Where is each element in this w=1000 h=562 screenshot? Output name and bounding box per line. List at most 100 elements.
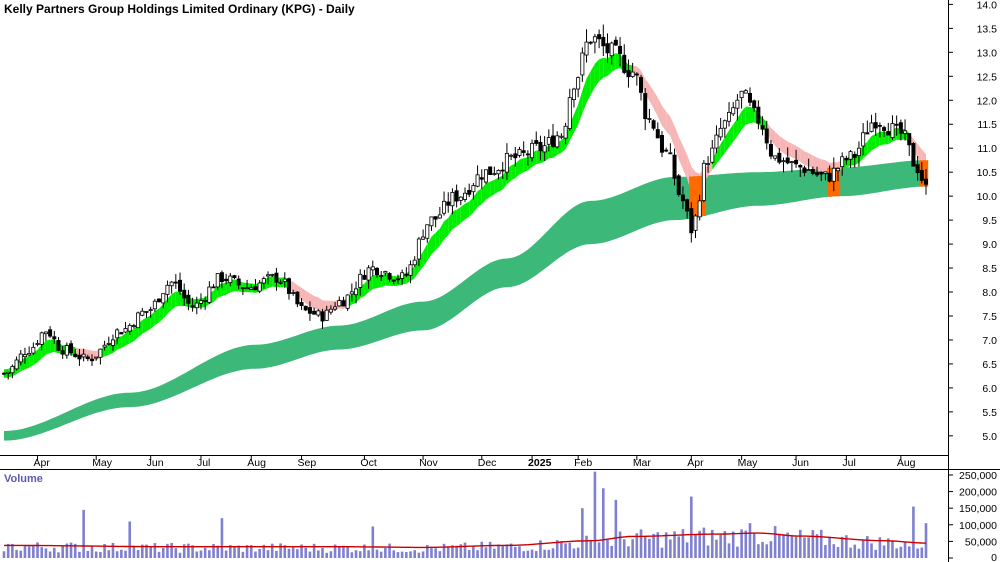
volume-bar [57, 552, 60, 558]
volume-bar [442, 543, 446, 558]
short-ma-band-segment [247, 283, 252, 293]
candle [186, 289, 191, 311]
short-ma-band-segment [423, 243, 428, 267]
volume-bar [832, 544, 836, 558]
month-axis: Apr May Jun Jul Aug Sep Oct Nov Dec 2025 Feb Mar Apr… [34, 455, 916, 469]
short-ma-band-segment [511, 163, 516, 181]
candle [626, 59, 631, 88]
candle [601, 24, 606, 56]
candle [907, 133, 912, 156]
candle [496, 169, 501, 180]
candle [789, 160, 794, 173]
volume-bar [669, 539, 672, 558]
candle [634, 72, 639, 86]
month-label: Mar [633, 457, 652, 469]
volume-bar [924, 523, 928, 558]
candle [140, 307, 145, 317]
short-ma-band-segment [766, 122, 771, 141]
volume-bar [568, 542, 572, 558]
volume-bar [379, 551, 383, 558]
candle [261, 276, 266, 289]
candle [697, 194, 702, 221]
candle [588, 41, 593, 45]
volume-bar [283, 545, 287, 558]
volume-bar [304, 547, 308, 558]
candle [835, 167, 840, 182]
volume-bar [631, 539, 634, 558]
candle [865, 120, 870, 135]
volume-bar [874, 549, 878, 558]
candle [232, 274, 237, 280]
candle [571, 87, 576, 108]
candle [307, 301, 312, 321]
short-ma-band-segment [770, 127, 776, 146]
candle [530, 139, 535, 162]
volume-bar [576, 547, 580, 558]
candle [324, 305, 329, 321]
candle [517, 146, 522, 158]
short-ma-band-segment [657, 97, 662, 126]
volume-bar [170, 542, 173, 558]
candle [525, 150, 530, 166]
volume-bar [824, 545, 827, 558]
month-label: Jul [197, 457, 210, 469]
candle [266, 271, 271, 285]
volume-bar [882, 545, 886, 558]
candle [85, 354, 90, 362]
candle [471, 182, 476, 200]
volume-bar [778, 533, 781, 558]
short-ma-band-segment [314, 295, 319, 310]
short-ma-band-segment [653, 90, 658, 117]
candle [483, 169, 488, 185]
short-ma-band-segment [565, 123, 570, 150]
volume-bar [849, 547, 852, 558]
candle [22, 347, 27, 364]
short-ma-band-segment [167, 294, 172, 314]
candle [563, 122, 568, 145]
volume-bar [761, 541, 764, 558]
candle [337, 296, 342, 307]
volume-bar [11, 543, 14, 558]
short-ma-band-segment [146, 315, 151, 332]
volume-bar [153, 543, 157, 558]
candle [521, 141, 526, 157]
candle [752, 99, 757, 112]
volume-bar [815, 534, 819, 558]
volume-bar [425, 545, 429, 558]
short-ma-band-segment [481, 183, 486, 205]
volume-bar [786, 532, 789, 558]
volume-bar [300, 544, 303, 558]
candle [282, 272, 287, 288]
volume-bar [564, 543, 567, 558]
candle [743, 89, 748, 94]
short-ma-band-segment [615, 53, 621, 70]
candle [408, 260, 413, 284]
short-ma-band-segment [364, 278, 369, 297]
candle [48, 326, 53, 338]
candle [475, 165, 480, 188]
price-tick-label: 9.5 [982, 215, 997, 227]
price-tick-label: 10.5 [977, 167, 998, 179]
candle [320, 308, 325, 329]
short-ma-band-segment [540, 149, 545, 164]
volume-bar [903, 542, 907, 558]
volume-bar [845, 535, 848, 558]
candle [119, 331, 124, 335]
candle [504, 143, 509, 180]
candle [781, 157, 786, 173]
volume-bar [589, 539, 593, 558]
volume-bar [794, 536, 798, 558]
candle [894, 115, 899, 136]
short-ma-band-segment [674, 126, 679, 160]
candle [412, 256, 417, 267]
short-ma-band-segment [431, 232, 436, 255]
short-ma-band-segment [490, 179, 495, 197]
short-ma-band-segment [611, 53, 616, 72]
short-ma-band-segment [356, 285, 361, 303]
candle [14, 356, 19, 371]
volume-bar [488, 541, 492, 558]
volume-bar [312, 543, 316, 558]
short-ma-band-segment [817, 157, 822, 172]
short-ma-band-segment [741, 106, 746, 130]
candle [194, 296, 199, 315]
